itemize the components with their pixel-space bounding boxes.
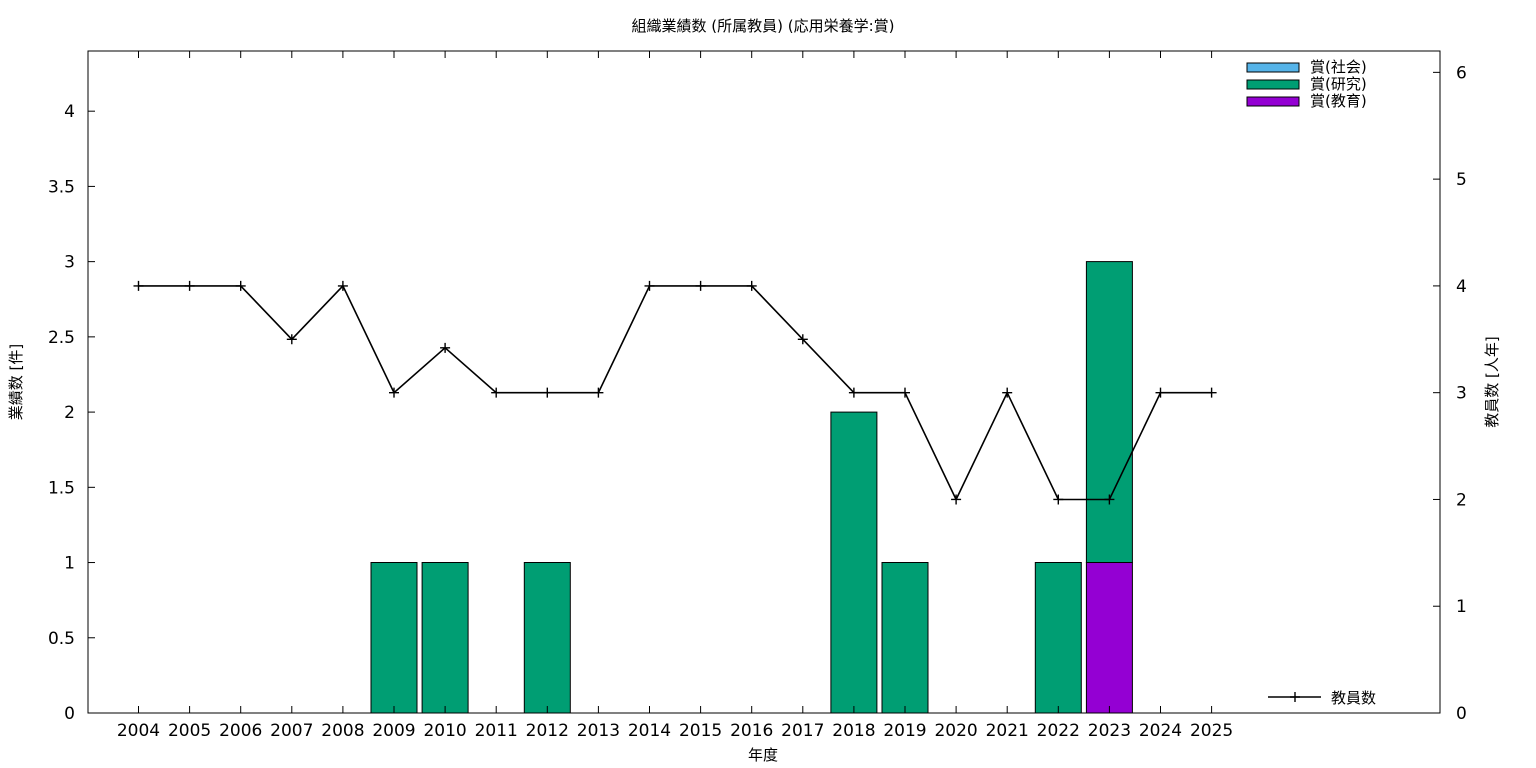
ticks-group: 2004 2005 2006 2007 2008 2009 2010 2011 2012 2013… bbox=[48, 51, 1467, 741]
x-tick-label: 2021 bbox=[986, 721, 1029, 741]
legend-label: 賞(研究) bbox=[1310, 75, 1367, 93]
x-tick-label: 2009 bbox=[372, 721, 415, 741]
legend-label: 賞(社会) bbox=[1310, 58, 1367, 76]
line-series-path bbox=[138, 284, 1212, 502]
y-left-tick-label: 1.5 bbox=[48, 478, 75, 498]
bar bbox=[421, 562, 469, 714]
x-tick-label: 2019 bbox=[883, 721, 926, 741]
y-right-tick-label: 1 bbox=[1456, 597, 1467, 617]
y-left-tick-label: 3.5 bbox=[48, 177, 75, 197]
x-tick-label: 2020 bbox=[934, 721, 977, 741]
y-left-tick-label: 2.5 bbox=[48, 328, 75, 348]
legend-label: 賞(教育) bbox=[1310, 92, 1367, 110]
y-left-tick-label: 4 bbox=[64, 102, 75, 122]
bar bbox=[881, 562, 929, 714]
line-point-marker bbox=[235, 280, 246, 291]
y-right-tick-label: 5 bbox=[1456, 170, 1467, 190]
line-point-marker bbox=[1104, 494, 1115, 505]
line-point-marker bbox=[440, 342, 451, 353]
bar bbox=[370, 562, 418, 714]
line-point-marker bbox=[542, 387, 553, 398]
y-axis-right-label: 教員数 [人年] bbox=[1483, 336, 1501, 427]
x-tick-label: 2024 bbox=[1139, 721, 1182, 741]
legend-swatch bbox=[1246, 79, 1300, 90]
bar bbox=[1034, 562, 1082, 714]
line-point-marker bbox=[133, 280, 144, 291]
plot-frame bbox=[87, 50, 1441, 714]
x-tick-label: 2018 bbox=[832, 721, 875, 741]
line-point-marker bbox=[746, 280, 757, 291]
line-point-marker bbox=[797, 334, 808, 345]
x-tick-label: 2015 bbox=[679, 721, 722, 741]
x-tick-label: 2017 bbox=[781, 721, 824, 741]
line-point-marker bbox=[1206, 387, 1217, 398]
x-tick-label: 2022 bbox=[1037, 721, 1080, 741]
line-point-marker bbox=[695, 280, 706, 291]
line-point-marker bbox=[951, 494, 962, 505]
line-series-group bbox=[133, 280, 1217, 505]
line-point-marker bbox=[644, 280, 655, 291]
y-left-tick-label: 0.5 bbox=[48, 629, 75, 649]
line-point-marker bbox=[286, 334, 297, 345]
x-tick-label: 2012 bbox=[526, 721, 569, 741]
y-right-tick-label: 6 bbox=[1456, 63, 1467, 83]
x-tick-label: 2006 bbox=[219, 721, 262, 741]
y-left-tick-label: 0 bbox=[64, 704, 75, 724]
y-right-tick-label: 4 bbox=[1456, 277, 1467, 297]
line-point-marker bbox=[491, 387, 502, 398]
x-axis-label: 年度 bbox=[748, 746, 778, 764]
x-tick-label: 2011 bbox=[475, 721, 518, 741]
bar bbox=[1085, 261, 1133, 563]
bar bbox=[1085, 562, 1133, 714]
x-tick-label: 2007 bbox=[270, 721, 313, 741]
x-tick-label: 2010 bbox=[423, 721, 466, 741]
line-point-marker bbox=[337, 280, 348, 291]
x-tick-label: 2008 bbox=[321, 721, 364, 741]
y-left-tick-label: 3 bbox=[64, 253, 75, 273]
line-point-marker bbox=[848, 387, 859, 398]
y-right-tick-label: 2 bbox=[1456, 490, 1467, 510]
x-tick-label: 2005 bbox=[168, 721, 211, 741]
x-tick-label: 2023 bbox=[1088, 721, 1131, 741]
line-point-marker bbox=[1155, 387, 1166, 398]
y-left-tick-label: 1 bbox=[64, 554, 75, 574]
line-point-marker bbox=[900, 387, 910, 398]
line-point-marker bbox=[593, 387, 604, 398]
line-point-marker bbox=[1002, 387, 1013, 398]
x-tick-label: 2016 bbox=[730, 721, 773, 741]
x-tick-label: 2013 bbox=[577, 721, 620, 741]
line-point-marker bbox=[184, 280, 195, 291]
legend-group: 賞(社会)賞(研究)賞(教育) 教員数 bbox=[1246, 58, 1376, 707]
bar bbox=[830, 411, 878, 714]
y-left-tick-label: 2 bbox=[64, 403, 75, 423]
line-point-marker bbox=[389, 387, 399, 398]
line-point-marker bbox=[1053, 494, 1064, 505]
y-right-tick-label: 0 bbox=[1456, 704, 1467, 724]
y-axis-left-label: 業績数 [件] bbox=[7, 344, 25, 420]
legend-swatch bbox=[1246, 62, 1300, 73]
y-right-tick-label: 3 bbox=[1456, 384, 1467, 404]
chart-title: 組織業績数 (所属教員) (応用栄養学:賞) bbox=[632, 17, 895, 35]
x-tick-label: 2014 bbox=[628, 721, 671, 741]
legend-line-marker bbox=[1290, 692, 1300, 702]
bar bbox=[523, 562, 571, 714]
legend-line-label: 教員数 bbox=[1331, 689, 1376, 707]
x-tick-label: 2025 bbox=[1190, 721, 1233, 741]
legend-swatch bbox=[1246, 96, 1300, 107]
x-tick-label: 2004 bbox=[117, 721, 160, 741]
